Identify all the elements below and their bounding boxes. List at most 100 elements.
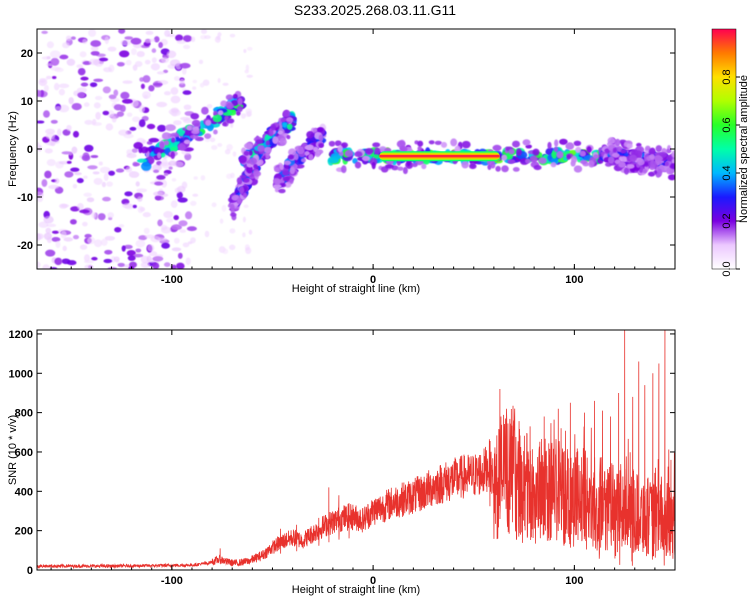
spectrogram-cell — [222, 248, 229, 255]
spectrogram-cell — [157, 124, 167, 132]
spectrogram-cell — [104, 249, 113, 255]
spectrogram-cell — [655, 145, 663, 153]
spectrogram-cell — [217, 78, 221, 83]
spectrogram-cell — [122, 80, 133, 84]
spectrogram-cell — [46, 41, 54, 49]
spectrogram-cell — [152, 256, 164, 262]
spectrogram-cell — [151, 48, 157, 53]
spectrogram-cell — [170, 146, 177, 153]
spectrogram-cell — [532, 148, 540, 156]
spectrogram-cell — [145, 30, 154, 35]
spectrogram-cell — [171, 137, 176, 143]
spectrogram-cell — [190, 112, 200, 120]
spectrogram-cell — [114, 226, 122, 233]
spectrogram-cell — [72, 234, 80, 240]
spectrogram-cell — [192, 86, 197, 90]
spectrogram-cell — [121, 98, 133, 104]
spectrogram-cell — [308, 153, 314, 161]
spectrogram-cell — [238, 155, 247, 164]
spectrogram-ytick-label: 10 — [21, 96, 33, 108]
spectrogram-cell — [199, 82, 205, 88]
spectrogram-cell — [88, 29, 97, 37]
spectrogram-cell — [84, 233, 92, 239]
spectrogram-cell — [69, 219, 77, 225]
spectrogram-cell — [193, 176, 198, 180]
spectrogram-cell — [547, 141, 552, 150]
spectrogram-cell — [401, 146, 408, 153]
spectrogram-cell — [148, 137, 160, 143]
spectrogram-cell — [43, 110, 50, 118]
spectrogram-cell — [37, 195, 44, 203]
spectrogram-cell — [93, 102, 101, 109]
spectrogram-cell — [243, 150, 250, 156]
spectrogram-cell — [217, 110, 224, 116]
spectrogram-cell — [312, 127, 318, 133]
spectrogram-cell — [136, 188, 148, 193]
spectrogram-cell — [253, 170, 262, 177]
spectrogram-cell — [314, 150, 321, 158]
spectrogram-cell — [175, 262, 185, 269]
spectrogram-cell — [175, 34, 184, 42]
spectrogram-cell — [125, 59, 132, 66]
spectrogram-cell — [82, 221, 88, 227]
spectrogram-cell — [300, 158, 307, 163]
spectrogram-cell — [156, 71, 165, 75]
spectrogram-cell — [213, 129, 218, 135]
spectrogram-cell — [41, 30, 48, 35]
spectrogram-cell — [219, 218, 224, 224]
spectrogram-cell — [115, 168, 125, 173]
spectrogram-cell — [45, 227, 52, 234]
spectrogram-cell — [232, 93, 238, 99]
spectrogram-cell — [157, 237, 167, 241]
spectrogram-cell — [182, 35, 192, 43]
spectrogram-cell — [54, 257, 63, 266]
spectrogram-cell — [428, 140, 435, 145]
spectrogram-cell — [402, 166, 408, 175]
spectrogram-cell — [288, 148, 297, 157]
spectrogram-cell — [62, 245, 67, 252]
spectrogram-cell — [272, 184, 282, 189]
spectrogram-cell — [140, 146, 149, 154]
spectrogram-cell — [533, 165, 542, 171]
spectrogram-cell — [84, 144, 94, 152]
spectrogram-cell — [665, 148, 672, 154]
spectrogram-cell — [649, 160, 657, 168]
spectrogram-cell — [171, 247, 182, 252]
spectrogram-cell — [131, 48, 137, 56]
spectrogram-cell — [117, 262, 125, 267]
spectrogram-cell — [65, 35, 72, 42]
spectrogram-cell — [48, 184, 60, 190]
spectrogram-cell — [245, 108, 252, 114]
spectrogram-cell — [573, 140, 582, 147]
spectrogram-cell — [179, 62, 191, 69]
spectrogram-cell — [60, 230, 67, 239]
spectrogram-cell — [163, 262, 171, 267]
spectrogram-cell — [104, 36, 110, 45]
spectrogram-cell — [39, 77, 48, 82]
spectrogram-cell — [161, 179, 167, 188]
spectrogram-cell — [131, 148, 138, 153]
spectrogram-cell — [153, 169, 160, 174]
spectrogram-cell — [152, 262, 160, 269]
spectrogram-cell — [97, 213, 106, 221]
spectrogram-cell — [667, 174, 675, 181]
spectrogram-cell — [142, 212, 151, 218]
spectrogram-cell — [364, 147, 374, 155]
spectrogram-cell — [217, 143, 223, 147]
spectrogram-cell — [142, 75, 151, 83]
spectrogram-cell — [118, 129, 128, 136]
spectrogram-cell — [148, 84, 155, 92]
spectrogram-cell — [469, 163, 477, 170]
page-title: S233.2025.268.03.11.G11 — [293, 2, 457, 18]
spectrogram-cell — [107, 212, 114, 219]
spectrogram-ytick-label: 0 — [27, 144, 33, 156]
spectrogram-cell — [202, 79, 210, 86]
spectrogram-cell — [657, 168, 663, 177]
spectrogram-cell — [116, 62, 125, 67]
spectrogram-cell — [118, 29, 126, 34]
spectrogram-cell — [201, 106, 209, 115]
spectrogram-cell — [183, 118, 192, 124]
spectrogram-cell — [136, 51, 145, 58]
